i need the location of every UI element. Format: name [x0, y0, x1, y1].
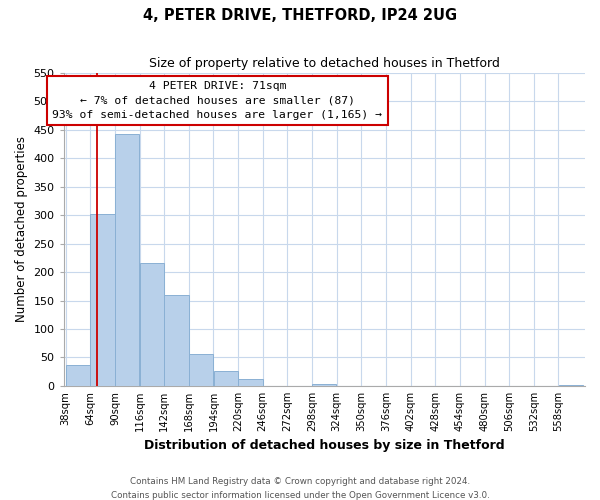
X-axis label: Distribution of detached houses by size in Thetford: Distribution of detached houses by size …	[144, 440, 505, 452]
Bar	[312, 384, 337, 386]
Bar	[66, 365, 90, 386]
Bar	[238, 379, 263, 386]
Bar	[189, 354, 213, 386]
Bar	[559, 385, 583, 386]
Y-axis label: Number of detached properties: Number of detached properties	[15, 136, 28, 322]
Text: 4, PETER DRIVE, THETFORD, IP24 2UG: 4, PETER DRIVE, THETFORD, IP24 2UG	[143, 8, 457, 22]
Title: Size of property relative to detached houses in Thetford: Size of property relative to detached ho…	[149, 58, 500, 70]
Bar	[140, 263, 164, 386]
Bar	[164, 296, 188, 386]
Text: 4 PETER DRIVE: 71sqm
← 7% of detached houses are smaller (87)
93% of semi-detach: 4 PETER DRIVE: 71sqm ← 7% of detached ho…	[52, 81, 382, 120]
Bar	[214, 371, 238, 386]
Text: Contains HM Land Registry data © Crown copyright and database right 2024.
Contai: Contains HM Land Registry data © Crown c…	[110, 478, 490, 500]
Bar	[91, 214, 115, 386]
Bar	[115, 134, 139, 386]
